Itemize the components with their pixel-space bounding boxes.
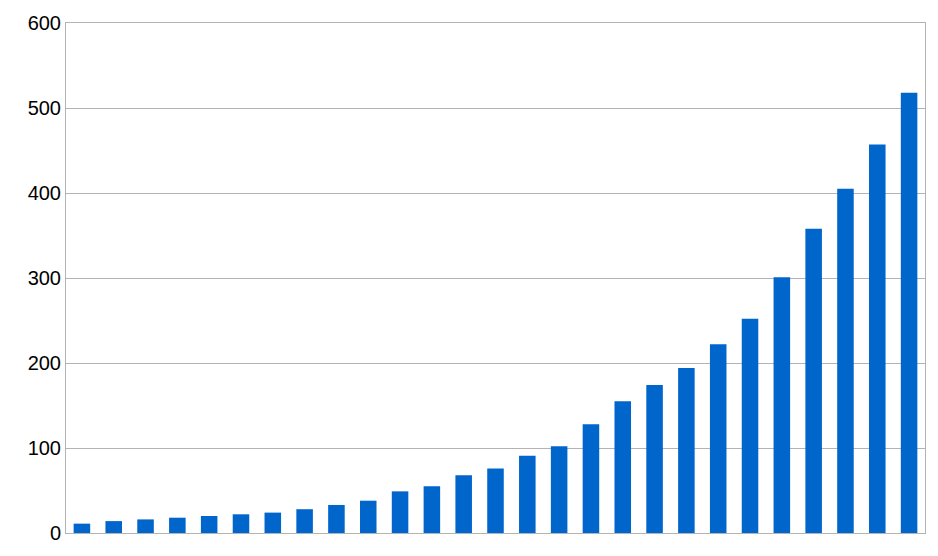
svg-text:0: 0: [50, 522, 61, 544]
svg-text:100: 100: [28, 437, 61, 459]
svg-text:300: 300: [28, 267, 61, 289]
svg-text:400: 400: [28, 182, 61, 204]
svg-text:600: 600: [28, 12, 61, 34]
svg-text:500: 500: [28, 97, 61, 119]
svg-text:200: 200: [28, 352, 61, 374]
